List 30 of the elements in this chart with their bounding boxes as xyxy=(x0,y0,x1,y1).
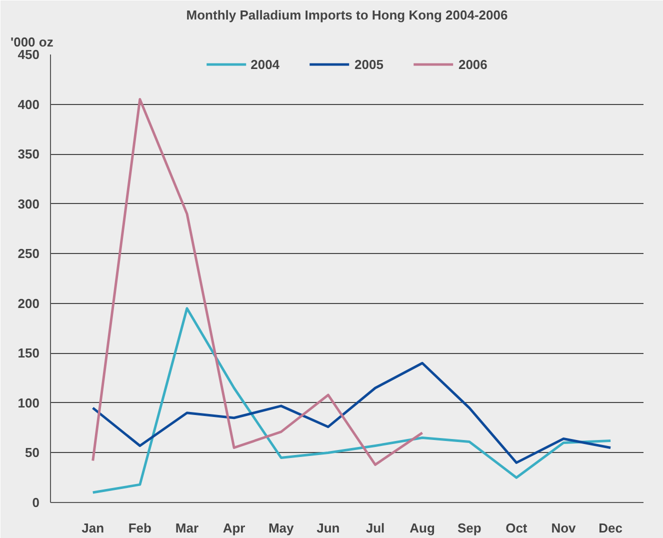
x-tick-label: Mar xyxy=(175,520,199,536)
y-tick-label: 250 xyxy=(18,246,40,262)
y-tick-label: 300 xyxy=(18,196,40,212)
x-tick-label: Jan xyxy=(82,520,104,536)
x-tick-label: Feb xyxy=(128,520,152,536)
legend-label: 2006 xyxy=(458,56,488,72)
line-series xyxy=(92,98,424,466)
y-tick-label: 0 xyxy=(32,495,40,510)
y-tick-label: 350 xyxy=(18,146,40,162)
y-tick-label: 150 xyxy=(18,346,40,361)
legend-label: 2004 xyxy=(250,56,280,72)
chart-title: Monthly Palladium Imports to Hong Kong 2004-2006 xyxy=(186,8,508,22)
x-tick-label: Aug xyxy=(410,520,435,536)
x-tick-label: May xyxy=(268,520,295,536)
y-tick-label: 100 xyxy=(18,395,40,410)
line-series xyxy=(92,307,612,494)
y-axis-title: '000 oz xyxy=(10,34,54,50)
x-tick-label: Jun xyxy=(316,520,340,536)
legend-label: 2005 xyxy=(354,56,384,72)
x-tick-label: Jul xyxy=(366,520,385,536)
y-tick-label: 400 xyxy=(18,96,40,112)
x-tick-label: Oct xyxy=(506,520,528,536)
y-tick-label: 450 xyxy=(18,47,40,62)
y-tick-label: 200 xyxy=(18,296,40,311)
x-tick-label: Sep xyxy=(457,520,482,536)
y-tick-label: 50 xyxy=(25,445,40,460)
x-tick-label: Apr xyxy=(222,520,246,536)
x-tick-label: Nov xyxy=(551,520,577,536)
x-tick-label: Dec xyxy=(598,520,622,536)
line-series xyxy=(92,362,612,464)
